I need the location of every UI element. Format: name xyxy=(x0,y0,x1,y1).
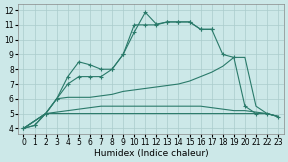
X-axis label: Humidex (Indice chaleur): Humidex (Indice chaleur) xyxy=(94,149,208,158)
